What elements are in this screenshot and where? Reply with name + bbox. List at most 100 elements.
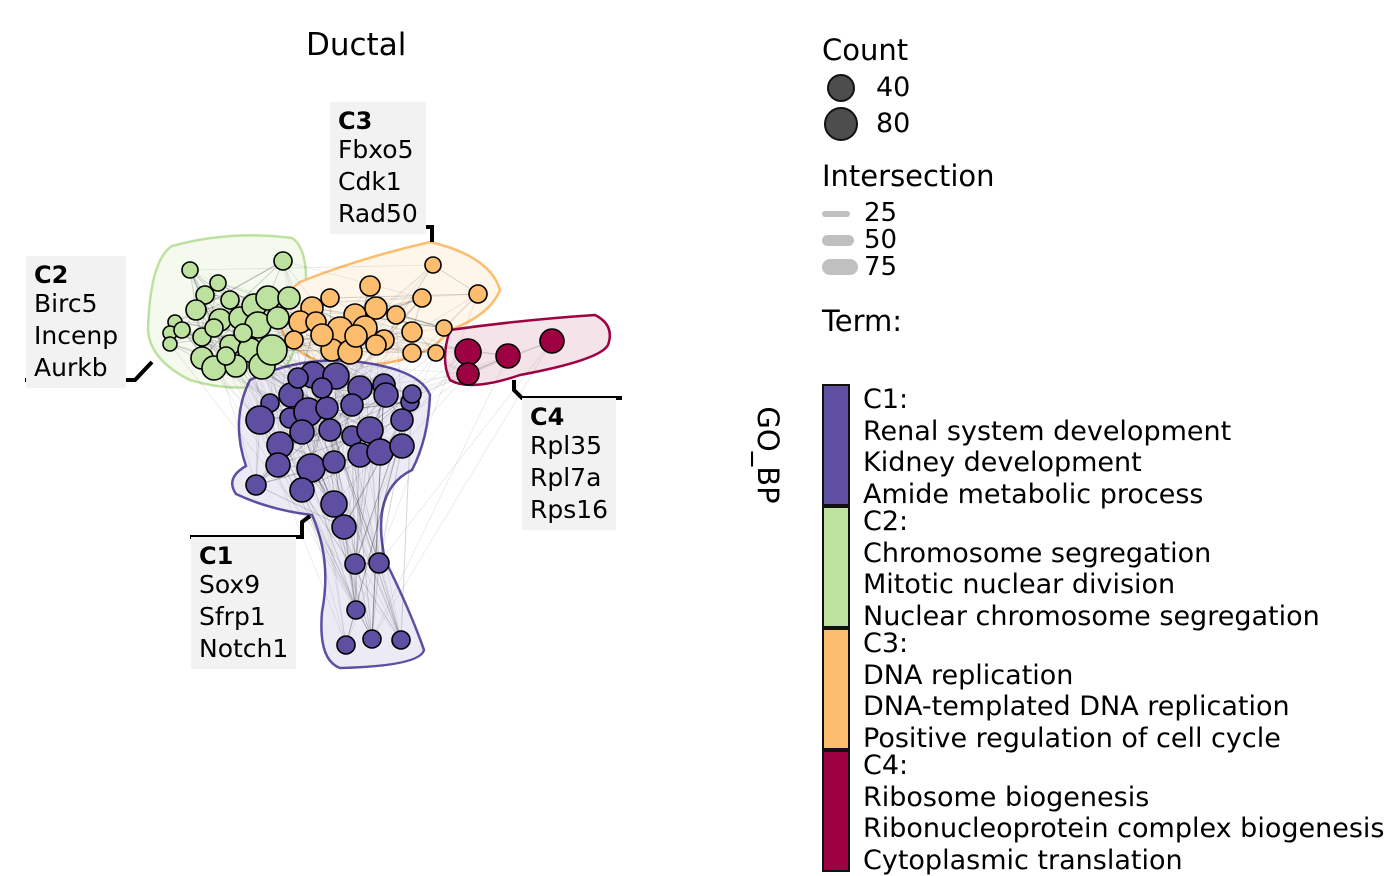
gene-node xyxy=(267,307,289,329)
gene-label: Sfrp1 xyxy=(199,601,288,633)
term-swatch xyxy=(822,750,850,872)
intersection-legend-item: 75 xyxy=(822,256,1400,283)
gene-label: Fbxo5 xyxy=(338,134,418,166)
term-text: C3: DNA replication DNA-templated DNA re… xyxy=(863,628,1290,754)
gene-node xyxy=(403,385,421,403)
term-line: Cytoplasmic translation xyxy=(863,845,1384,876)
gene-node xyxy=(345,325,367,347)
intersection-value: 50 xyxy=(864,225,897,255)
gene-label: Aurkb xyxy=(34,352,118,384)
term-id: C1: xyxy=(863,384,1231,416)
gene-node xyxy=(455,339,481,365)
cluster-id: C1 xyxy=(199,543,288,569)
intersection-line-thin xyxy=(822,211,850,217)
gene-node xyxy=(332,515,356,539)
intersection-line-medium xyxy=(822,235,854,246)
term-line: Ribonucleoprotein complex biogenesis xyxy=(863,813,1384,845)
gene-node xyxy=(457,363,479,385)
term-line: DNA replication xyxy=(863,660,1290,692)
gene-node xyxy=(403,344,421,362)
gene-node xyxy=(290,420,314,444)
gene-node xyxy=(347,601,365,619)
gene-node xyxy=(428,345,444,361)
gene-node xyxy=(221,291,239,309)
gene-node xyxy=(246,406,274,434)
term-line: Chromosome segregation xyxy=(863,538,1320,570)
cluster-id: C3 xyxy=(338,108,418,134)
cluster-label-c4: C4 Rpl35 Rpl7a Rps16 xyxy=(522,398,616,530)
count-dot-small xyxy=(827,74,855,102)
gene-node xyxy=(312,378,332,398)
gene-node xyxy=(402,322,422,342)
term-line: DNA-templated DNA replication xyxy=(863,691,1290,723)
gene-node xyxy=(425,257,441,273)
term-id: C2: xyxy=(863,506,1320,538)
count-legend-title: Count xyxy=(822,30,1400,70)
gene-node xyxy=(367,439,393,465)
leader-c4 xyxy=(514,380,622,398)
gene-node xyxy=(496,344,520,368)
count-legend-item: 80 xyxy=(822,106,1400,142)
gene-node xyxy=(366,335,386,355)
leader-c1 xyxy=(190,516,310,537)
cluster-label-c1: C1 Sox9 Sfrp1 Notch1 xyxy=(191,537,296,669)
gene-node xyxy=(234,324,252,342)
gene-node xyxy=(392,631,410,649)
gene-label: Birc5 xyxy=(34,288,118,320)
cluster-id: C2 xyxy=(34,262,118,288)
gene-node xyxy=(363,630,381,648)
term-item-c1: C1: Renal system development Kidney deve… xyxy=(822,384,1400,506)
gene-node xyxy=(205,319,223,337)
gene-node xyxy=(182,262,198,278)
gene-node xyxy=(387,306,405,324)
gene-label: Rpl35 xyxy=(530,430,608,462)
gene-label: Incenp xyxy=(34,320,118,352)
cluster-label-c2: C2 Birc5 Incenp Aurkb xyxy=(26,256,126,388)
gene-label: Rad50 xyxy=(338,198,418,230)
gene-node xyxy=(288,368,308,388)
term-legend-title: Term: xyxy=(822,301,1400,341)
gene-node xyxy=(316,397,338,419)
gene-node xyxy=(163,337,177,351)
gene-node xyxy=(217,347,235,365)
gene-node xyxy=(274,252,292,270)
intersection-line-thick xyxy=(822,259,858,275)
gene-label: Rpl7a xyxy=(530,462,608,494)
intersection-value: 25 xyxy=(864,198,897,228)
cluster-id: C4 xyxy=(530,404,608,430)
term-item-c4: C4: Ribosome biogenesis Ribonucleoprotei… xyxy=(822,750,1400,872)
gene-node xyxy=(186,300,206,320)
gene-label: Rps16 xyxy=(530,494,608,526)
term-id: C3: xyxy=(863,628,1290,660)
count-value: 40 xyxy=(876,72,910,103)
count-value: 80 xyxy=(876,108,910,139)
count-dot-large xyxy=(824,107,858,141)
term-line: Mitotic nuclear division xyxy=(863,569,1320,601)
gene-node xyxy=(319,419,341,441)
term-swatch xyxy=(822,628,850,750)
gene-label: Sox9 xyxy=(199,569,288,601)
gene-node xyxy=(391,409,413,431)
gene-node xyxy=(311,324,333,346)
gene-node xyxy=(540,329,564,353)
intersection-legend-title: Intersection xyxy=(822,156,1400,196)
term-text: C4: Ribosome biogenesis Ribonucleoprotei… xyxy=(863,750,1384,876)
gene-node xyxy=(257,335,287,365)
gene-node xyxy=(390,434,414,458)
gene-node xyxy=(290,478,314,502)
term-id: C4: xyxy=(863,750,1384,782)
gene-node xyxy=(436,320,452,336)
term-line: Ribosome biogenesis xyxy=(863,782,1384,814)
gene-node xyxy=(341,394,363,416)
term-swatch xyxy=(822,384,850,506)
gene-node xyxy=(321,491,347,517)
intersection-value: 75 xyxy=(864,252,897,282)
gene-node xyxy=(360,276,380,296)
gene-node xyxy=(278,287,300,309)
gene-node xyxy=(266,453,290,477)
gene-node xyxy=(469,285,487,303)
intersection-legend-item: 50 xyxy=(822,229,1400,256)
legend: Count 40 80 Intersection 25 50 75 Term: xyxy=(822,30,1400,341)
gene-node xyxy=(369,553,389,573)
gene-node xyxy=(321,289,339,307)
